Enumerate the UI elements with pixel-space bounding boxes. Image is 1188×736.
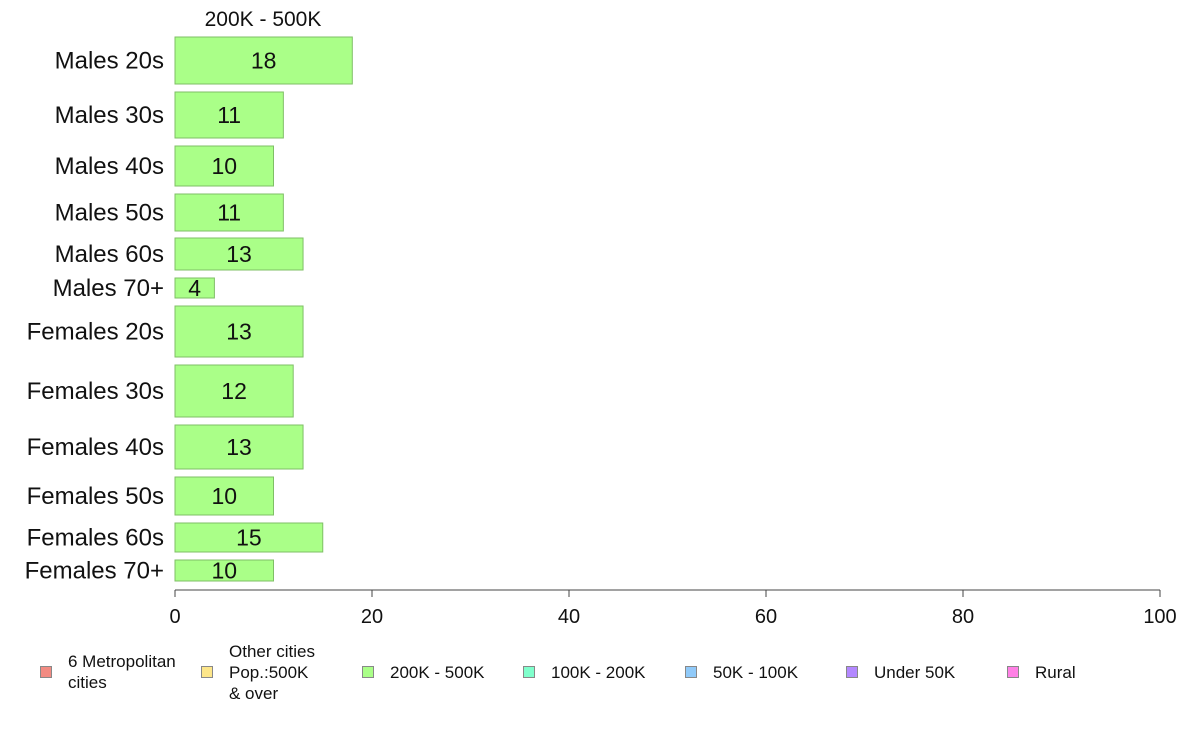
category-label: Females 60s: [27, 525, 164, 552]
bar-chart: 200K - 500K 18 11 10 11 13 4 13 12 13 10 15 10 Male…: [25, 8, 1177, 628]
category-label: Males 40s: [55, 153, 164, 180]
category-label: Males 20s: [55, 48, 164, 75]
legend-swatch: [523, 666, 535, 678]
bar-8: [174, 364, 294, 418]
category-label: Males 50s: [55, 200, 164, 227]
legend-label: Under 50K: [874, 662, 956, 682]
category-label: Females 40s: [27, 434, 164, 461]
legend-swatch: [846, 666, 858, 678]
bar-1: [174, 36, 353, 85]
legend-swatch: [1007, 666, 1019, 678]
legend-swatch: [201, 666, 213, 678]
bar-value-label: 18: [251, 48, 277, 74]
category-label: Females 50s: [27, 483, 164, 510]
x-tick-label: 80: [952, 606, 974, 628]
legend-item: 50K - 100K: [685, 640, 798, 704]
legend-item: 100K - 200K: [523, 640, 646, 704]
bar-value-label: 11: [217, 200, 241, 226]
category-label: Males 70+: [53, 275, 164, 302]
legend-label: Rural: [1035, 662, 1076, 682]
bars-group: 18 11 10 11 13 4 13 12 13 10 15 10: [174, 36, 353, 584]
bar-value-label: 13: [226, 434, 252, 460]
x-tick-label: 60: [755, 606, 777, 628]
bar-7: [174, 305, 304, 358]
bar-value-label: 4: [188, 275, 201, 301]
category-label: Females 70+: [25, 558, 164, 585]
legend-label: 50K - 100K: [713, 662, 799, 682]
bar-3: [174, 145, 274, 187]
category-label: Males 60s: [55, 241, 164, 268]
legend-item: Under 50K: [846, 640, 955, 704]
x-tick-label: 20: [361, 606, 383, 628]
x-tick-label: 100: [1143, 606, 1176, 628]
bar-value-label: 10: [211, 483, 237, 509]
x-axis: 0 20 40 60 80 100: [169, 589, 1177, 628]
legend-label: 100K - 200K: [551, 662, 646, 682]
category-label: Females 30s: [27, 378, 164, 405]
bar-value-label: 11: [217, 102, 241, 128]
bar-value-label: 10: [211, 558, 237, 584]
legend-item: 200K - 500K: [362, 640, 485, 704]
bar-value-label: 12: [221, 378, 247, 404]
bar-value-label: 15: [236, 525, 262, 551]
bar-value-label: 10: [211, 153, 237, 179]
category-labels: Males 20s Males 30s Males 40s Males 50s Male…: [25, 48, 164, 585]
category-label: Females 20s: [27, 319, 164, 346]
category-label: Males 30s: [55, 102, 164, 129]
chart-title: 200K - 500K: [205, 8, 322, 31]
bar-4: [174, 193, 284, 232]
bar-11: [174, 522, 324, 553]
bar-value-label: 13: [226, 319, 252, 345]
bar-2: [174, 91, 284, 139]
legend-label: Other cities Pop.:500K & over: [229, 641, 315, 703]
legend-item: 6 Metropolitan cities: [40, 640, 176, 704]
legend-swatch: [40, 666, 52, 678]
x-tick-label: 0: [169, 606, 180, 628]
legend-label: 200K - 500K: [390, 662, 485, 682]
bar-9: [174, 424, 304, 470]
legend: 6 Metropolitan cities Other cities Pop.:5…: [0, 640, 1188, 720]
legend-swatch: [362, 666, 374, 678]
legend-label: 6 Metropolitan cities: [68, 652, 176, 692]
bar-12: [174, 559, 274, 582]
legend-item: Rural: [1007, 640, 1076, 704]
bar-value-label: 13: [226, 241, 252, 267]
legend-item: Other cities Pop.:500K & over: [201, 640, 315, 704]
bar-10: [174, 476, 274, 516]
bar-5: [174, 237, 304, 271]
legend-swatch: [685, 666, 697, 678]
x-tick-label: 40: [558, 606, 580, 628]
bar-6: [174, 277, 215, 299]
